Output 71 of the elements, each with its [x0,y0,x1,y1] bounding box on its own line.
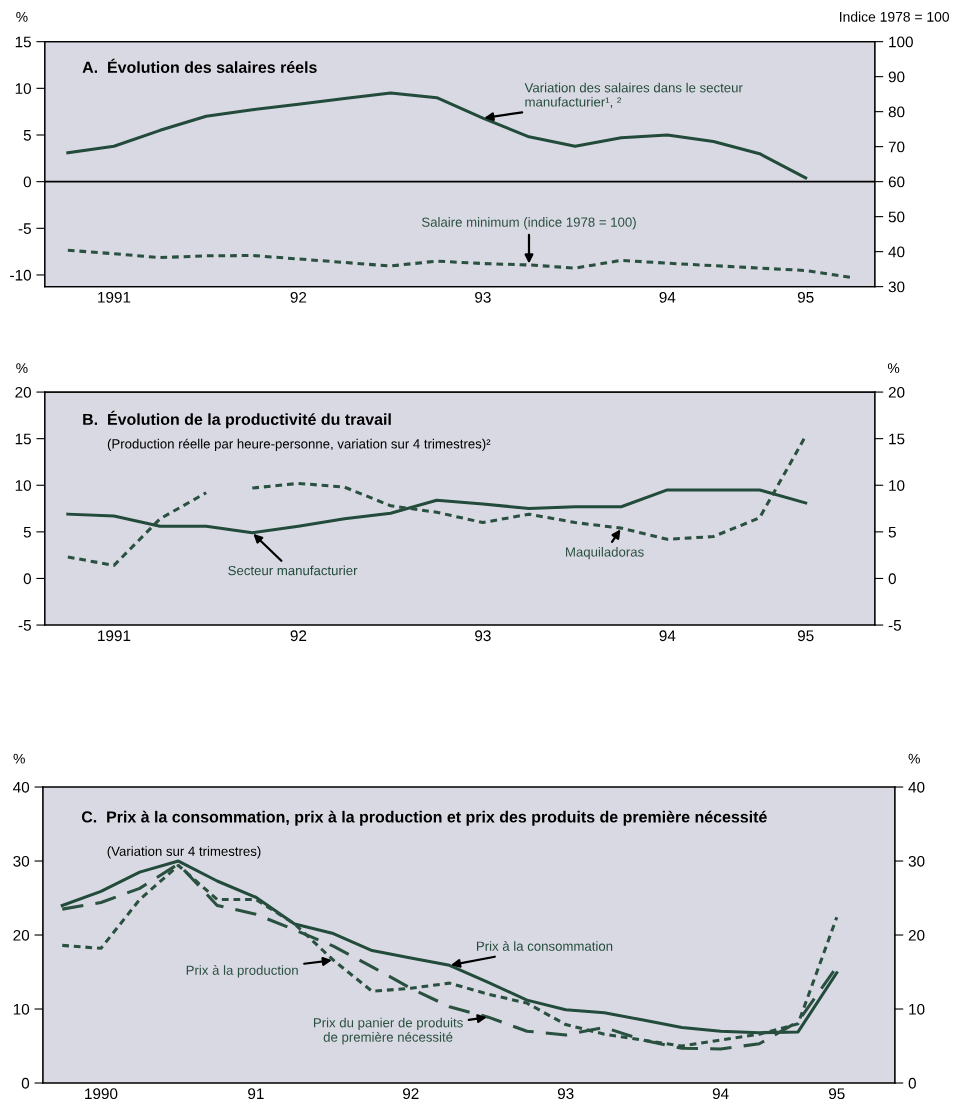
y-tick-label: 10 [13,1003,30,1015]
line-series [66,91,808,180]
y2-tick-label: 10 [909,1003,925,1015]
x-tick-label: 93 [475,630,491,642]
y2-tick-label: 20 [908,929,925,941]
x-tick-label: 93 [475,291,491,303]
y2-tick-label: 10 [889,480,905,491]
text: B. Évolution de la productivité du travail [83,410,391,429]
y2-tick-label: 70 [888,141,905,153]
text: Secteur manufacturier [228,565,358,576]
text: (Production réelle par heure-personne, variation sur 4 trimestres)² [107,438,491,452]
y-tick-label: 20 [13,929,30,941]
y-axis-title: % [16,363,28,373]
y-tick-label: 0 [23,176,31,188]
y-tick-label: 30 [13,855,30,867]
series-label: Maquiladoras [566,546,644,560]
y2-tick-label: 30 [908,855,925,867]
x-tick-label: 94 [659,630,676,642]
x-tick-label: 92 [290,630,307,642]
text: Prix à la production [186,965,298,978]
y-tick-label: -10 [10,269,31,281]
y-tick-label: -5 [18,620,31,631]
y2-tick-label: 90 [888,71,905,83]
text: Salaire minimum (indice 1978 = 100) [421,217,636,230]
y-tick-label: 0 [23,573,31,585]
text: (Variation sur 4 trimestres) [107,846,261,859]
y-axis-title: % [13,753,25,764]
y2-tick-label: 5 [888,526,896,538]
y-tick-label: 10 [15,83,31,95]
y2-tick-label: 80 [888,106,905,118]
x-tick-label: 94 [712,1088,729,1100]
y-tick-label: 5 [23,130,31,141]
text: A. Évolution des salaires réels [82,58,317,73]
y2-axis-title: Indice 1978 = 100 [840,11,950,22]
y2-tick-label: -5 [888,620,901,631]
x-tick-label: 91 [248,1088,264,1100]
y2-tick-label: 50 [888,211,905,223]
y2-tick-label: 40 [888,246,905,258]
y-tick-label: 20 [15,386,31,398]
series-label: Variation des salaires dans le secteur manufacturier¹, ² [524,82,743,109]
y2-tick-label: 0 [908,1077,916,1089]
y2-tick-label: 60 [888,176,905,188]
x-tick-label: 92 [403,1088,419,1100]
y-tick-label: 5 [23,526,31,538]
y2-tick-label: 20 [888,386,905,398]
text: C. Prix à la consommation, prix à la production et prix des produits de première nécessité [81,810,767,826]
y2-tick-label: 40 [908,781,925,793]
series-label: Prix du panier de produits de première nécessité [313,1017,463,1045]
y2-tick-label: 0 [888,573,896,585]
x-tick-label: 95 [797,630,814,642]
x-tick-label: 95 [797,291,814,303]
y-tick-label: -5 [18,223,31,234]
x-tick-label: 93 [557,1088,574,1100]
x-tick-label: 94 [659,291,676,303]
x-tick-label: 1991 [98,630,131,642]
y2-tick-label: 15 [889,433,905,445]
series-label: Prix à la consommation [476,940,613,951]
y2-axis-title: % [908,753,920,764]
y-tick-label: 15 [15,36,31,48]
y2-tick-label: 30 [888,281,905,293]
x-tick-label: 95 [829,1088,845,1100]
y-tick-label: 10 [15,480,31,491]
y-tick-label: 0 [21,1077,30,1089]
y-axis-title: % [16,11,28,22]
y-tick-label: 40 [13,781,30,793]
x-tick-label: 92 [290,291,307,303]
y2-tick-label: 100 [889,36,913,48]
y2-axis-title: % [887,363,900,373]
y-tick-label: 15 [15,433,31,445]
x-tick-label: 1991 [98,291,131,303]
x-tick-label: 1990 [85,1088,118,1100]
